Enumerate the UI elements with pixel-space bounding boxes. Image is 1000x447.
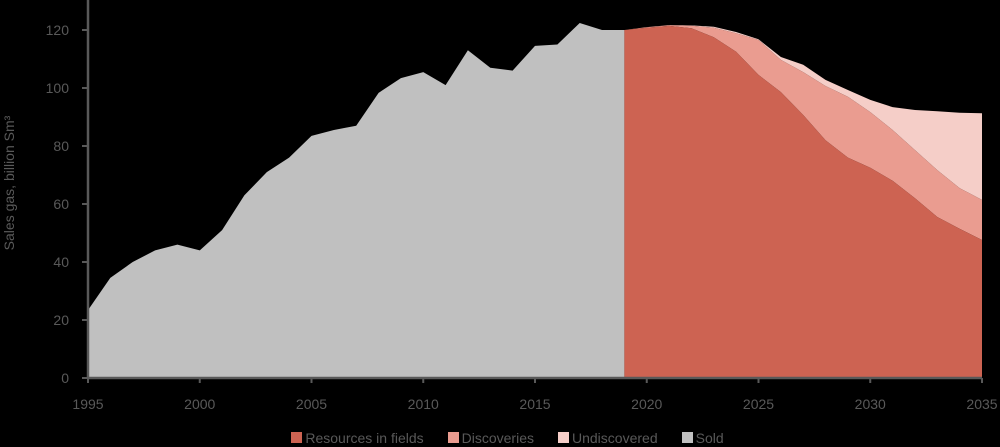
legend-item-discoveries: Discoveries xyxy=(447,429,534,446)
x-tick-label: 2005 xyxy=(296,396,327,412)
y-tick-label: 0 xyxy=(61,370,69,386)
legend-label: Sold xyxy=(695,429,724,446)
legend-swatch-resources xyxy=(291,432,303,443)
x-tick-label: 1995 xyxy=(72,396,103,412)
legend-item-resources: Resources in fields xyxy=(291,429,424,446)
legend-label: Undiscovered xyxy=(572,429,658,446)
x-tick-label: 2000 xyxy=(184,396,215,412)
legend-swatch-sold xyxy=(681,432,693,443)
area-resources xyxy=(624,25,982,379)
y-tick-label: 40 xyxy=(53,254,69,270)
area-sold xyxy=(88,23,625,378)
legend-item-sold: Sold xyxy=(681,429,724,446)
x-tick-label: 2030 xyxy=(855,396,886,412)
x-tick-label: 2025 xyxy=(743,396,774,412)
chart-areas xyxy=(88,23,982,379)
x-tick-label: 2035 xyxy=(966,396,997,412)
x-axis: 1995 2000 2005 2010 2015 2020 2025 2030 2035 xyxy=(72,376,998,412)
legend-swatch-undiscovered xyxy=(558,432,569,443)
y-axis-title: Sales gas, billion Sm³ xyxy=(1,115,17,250)
y-tick-label: 120 xyxy=(46,22,70,38)
legend-label: Discoveries xyxy=(461,429,534,446)
y-tick-label: 100 xyxy=(46,80,70,96)
legend-label: Resources in fields xyxy=(305,429,424,446)
area-discoveries xyxy=(624,25,982,240)
y-axis: 0 20 40 60 80 100 120 xyxy=(46,0,90,386)
y-tick-label: 80 xyxy=(53,138,69,154)
legend: Resources in fields Discoveries Undiscov… xyxy=(0,428,1000,447)
legend-swatch-discoveries xyxy=(447,432,459,443)
y-tick-label: 20 xyxy=(53,312,69,328)
x-tick-label: 2020 xyxy=(631,396,662,412)
y-tick-label: 60 xyxy=(53,196,69,212)
legend-item-undiscovered: Undiscovered xyxy=(558,430,658,446)
x-tick-label: 2010 xyxy=(408,396,439,412)
area-undiscovered xyxy=(624,25,982,200)
x-tick-label: 2015 xyxy=(519,396,550,412)
